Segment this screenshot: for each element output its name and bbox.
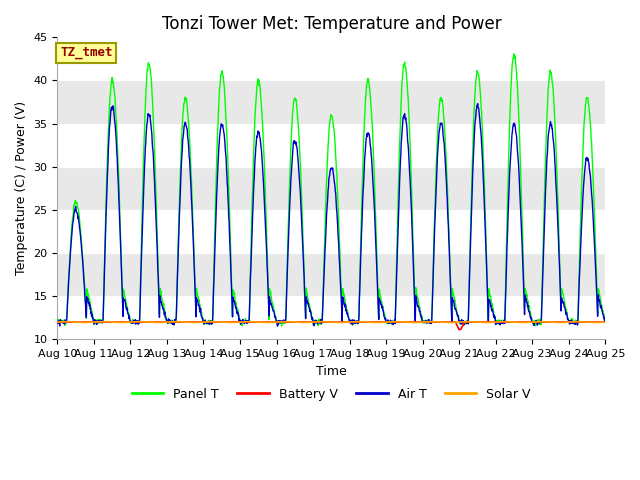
Bar <box>58 81 605 124</box>
X-axis label: Time: Time <box>316 365 347 378</box>
Y-axis label: Temperature (C) / Power (V): Temperature (C) / Power (V) <box>15 101 28 276</box>
Bar <box>58 253 605 296</box>
Bar <box>58 210 605 253</box>
Bar <box>58 37 605 81</box>
Legend: Panel T, Battery V, Air T, Solar V: Panel T, Battery V, Air T, Solar V <box>127 383 536 406</box>
Bar <box>58 124 605 167</box>
Bar <box>58 296 605 339</box>
Text: TZ_tmet: TZ_tmet <box>60 47 113 60</box>
Title: Tonzi Tower Met: Temperature and Power: Tonzi Tower Met: Temperature and Power <box>161 15 501 33</box>
Bar <box>58 167 605 210</box>
